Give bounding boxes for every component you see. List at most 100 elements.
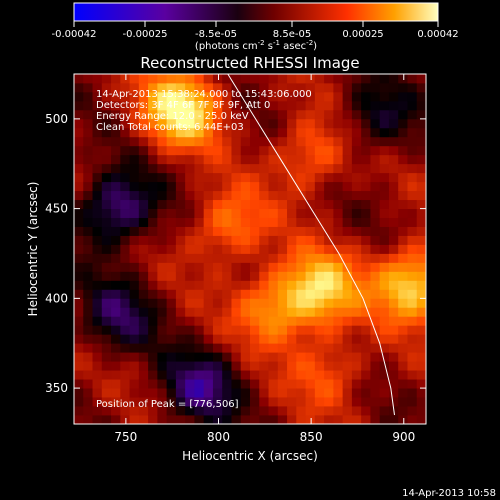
heatmap-cell xyxy=(259,136,269,147)
heatmap-cell xyxy=(250,100,260,111)
heatmap-cell xyxy=(361,406,371,416)
heatmap-cell xyxy=(305,208,316,218)
heatmap-cell xyxy=(138,253,149,263)
heatmap-cell xyxy=(138,109,149,120)
heatmap-cell xyxy=(74,415,84,424)
heatmap-cell xyxy=(231,253,242,263)
heatmap-cell xyxy=(194,118,205,129)
heatmap-cell xyxy=(240,217,251,227)
heatmap-cell xyxy=(305,307,316,317)
heatmap-cell xyxy=(314,325,325,335)
heatmap-cell xyxy=(101,226,112,236)
heatmap-cell xyxy=(138,145,149,156)
heatmap-cell xyxy=(305,82,316,93)
heatmap-cell xyxy=(175,217,186,227)
heatmap-cell xyxy=(231,145,242,156)
heatmap-cell xyxy=(203,136,214,147)
heatmap-cell xyxy=(370,379,381,389)
heatmap-cell xyxy=(305,352,316,362)
heatmap-cell xyxy=(416,316,426,326)
heatmap-cell xyxy=(379,109,390,120)
heatmap-cell xyxy=(166,325,177,335)
heatmap-cell xyxy=(305,109,316,120)
heatmap-cell xyxy=(398,262,408,272)
heatmap-cell xyxy=(101,325,112,335)
heatmap-cell xyxy=(351,334,362,344)
heatmap-cell xyxy=(138,334,149,344)
heatmap-cell xyxy=(305,163,316,174)
heatmap-cell xyxy=(296,289,306,299)
heatmap-cell xyxy=(185,361,195,371)
heatmap-cell xyxy=(120,298,130,308)
heatmap-cell xyxy=(398,181,408,192)
heatmap-cell xyxy=(351,262,362,272)
heatmap-cell xyxy=(351,253,362,263)
heatmap-cell xyxy=(333,415,344,424)
heatmap-cell xyxy=(175,415,186,424)
heatmap-cell xyxy=(74,244,84,254)
heatmap-cell xyxy=(342,235,353,245)
heatmap-cell xyxy=(268,316,279,326)
heatmap-cell xyxy=(83,226,93,236)
heatmap-cell xyxy=(314,208,325,218)
heatmap-cell xyxy=(416,226,426,236)
heatmap-cell xyxy=(351,316,362,326)
heatmap-cell xyxy=(259,334,269,344)
heatmap-cell xyxy=(185,343,195,353)
heatmap-cell xyxy=(175,235,186,245)
heatmap-cell xyxy=(324,361,334,371)
heatmap-cell xyxy=(277,181,288,192)
heatmap-cell xyxy=(138,217,149,227)
heatmap-cell xyxy=(222,181,232,192)
heatmap-cell xyxy=(74,397,84,407)
heatmap-cell xyxy=(92,289,103,299)
heatmap-cell xyxy=(250,352,260,362)
heatmap-cell xyxy=(342,361,353,371)
heatmap-cell xyxy=(314,370,325,380)
heatmap-cell xyxy=(101,136,112,147)
heatmap-cell xyxy=(416,298,426,308)
heatmap-cell xyxy=(370,343,381,353)
heatmap-cell xyxy=(83,361,93,371)
heatmap-cell xyxy=(296,352,306,362)
heatmap-cell xyxy=(287,361,297,371)
heatmap-cell xyxy=(111,217,121,227)
heatmap-cell xyxy=(120,172,130,183)
heatmap-cell xyxy=(342,262,353,272)
heatmap-cell xyxy=(92,91,103,102)
heatmap-cell xyxy=(194,217,205,227)
heatmap-cell xyxy=(277,172,288,183)
heatmap-cell xyxy=(194,298,205,308)
heatmap-cell xyxy=(407,226,418,236)
heatmap-cell xyxy=(231,298,242,308)
heatmap-cell xyxy=(120,163,130,174)
heatmap-cell xyxy=(361,136,371,147)
heatmap-cell xyxy=(138,100,149,111)
heatmap-cell xyxy=(277,262,288,272)
heatmap-cell xyxy=(92,100,103,111)
heatmap-cell xyxy=(277,388,288,398)
heatmap-cell xyxy=(250,145,260,156)
heatmap-cell xyxy=(259,118,269,129)
colorbar-tick-label: 8.5e-05 xyxy=(273,29,311,40)
heatmap-cell xyxy=(101,262,112,272)
heatmap-cell xyxy=(250,154,260,165)
colorbar-tick-label: -8.5e-05 xyxy=(195,29,237,40)
heatmap-cell xyxy=(259,74,269,84)
heatmap-cell xyxy=(111,289,121,299)
y-tick-label: 400 xyxy=(45,291,68,305)
heatmap-cell xyxy=(222,91,232,102)
heatmap-cell xyxy=(231,361,242,371)
heatmap-cell xyxy=(398,217,408,227)
heatmap-cell xyxy=(157,226,168,236)
heatmap-cell xyxy=(120,208,130,218)
heatmap-cell xyxy=(388,199,399,210)
heatmap-cell xyxy=(129,343,140,353)
heatmap-cell xyxy=(250,253,260,263)
heatmap-cell xyxy=(148,253,158,263)
heatmap-cell xyxy=(287,415,297,424)
heatmap-cell xyxy=(351,127,362,138)
heatmap-cell xyxy=(166,172,177,183)
heatmap-cell xyxy=(361,343,371,353)
heatmap-cell xyxy=(250,172,260,183)
